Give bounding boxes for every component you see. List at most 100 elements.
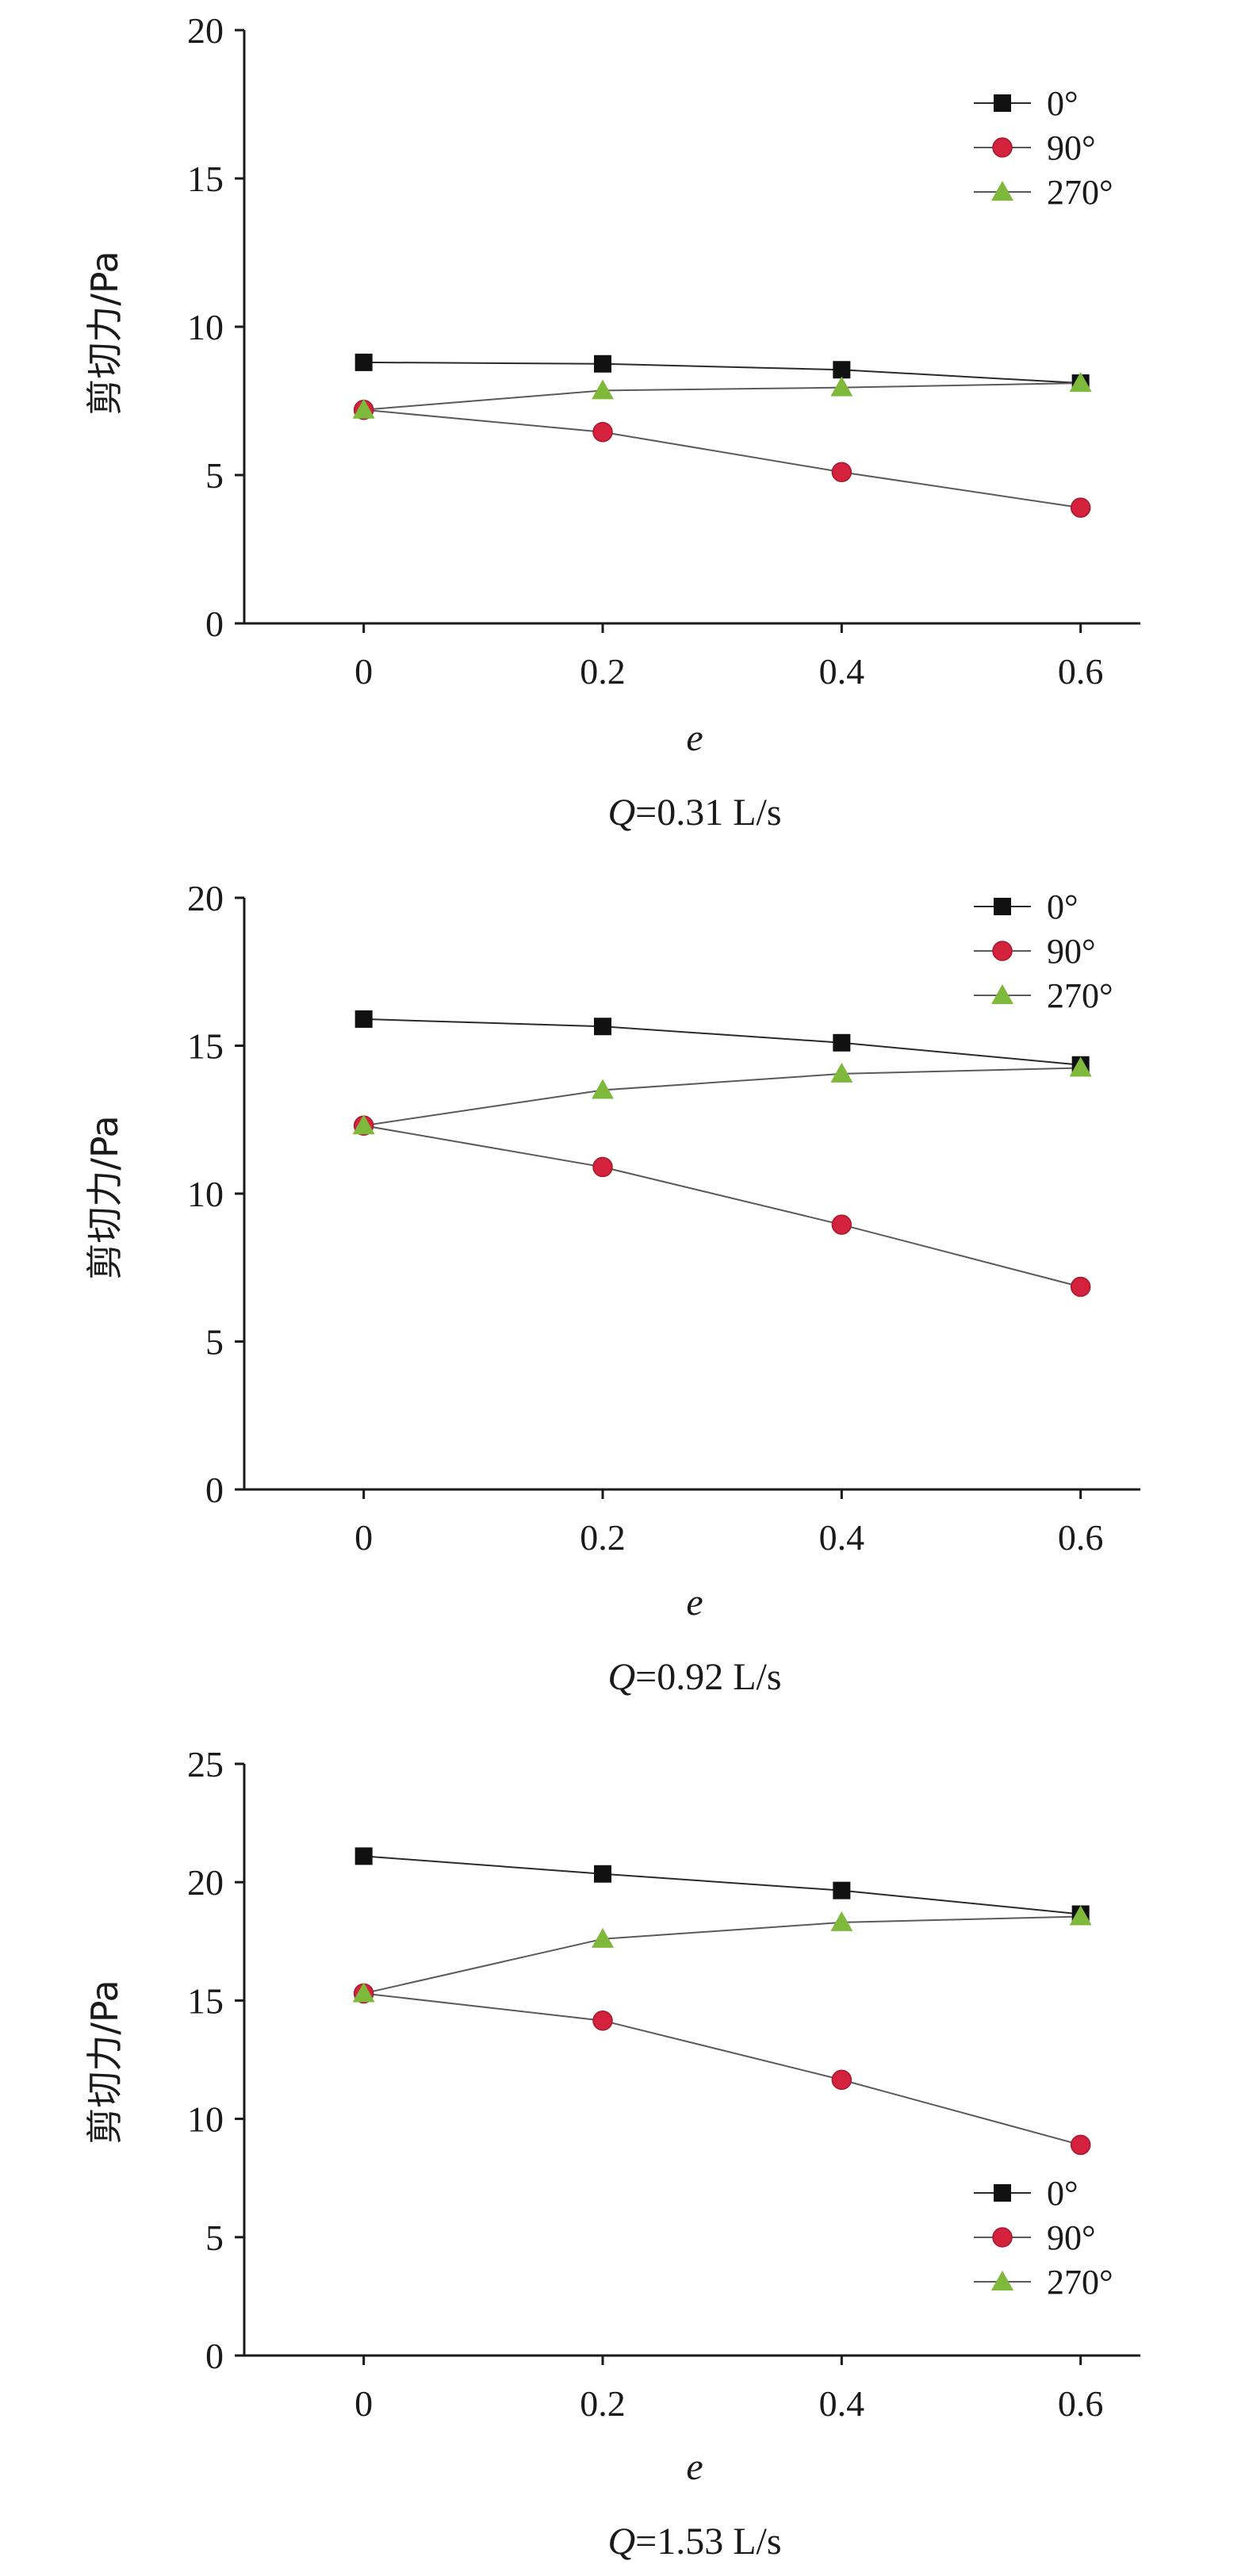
series-line-1: [363, 408, 1081, 509]
legend-label: 0°: [1047, 887, 1079, 926]
y-axis-title: 剪切力/Pa: [83, 1980, 126, 2144]
legend-marker-triangle: [991, 984, 1013, 1004]
legend-marker-square: [994, 2184, 1011, 2202]
legend-label: 0°: [1047, 2174, 1079, 2213]
data-point-square: [594, 1865, 611, 1883]
legend-label: 90°: [1047, 2218, 1096, 2257]
x-axis-title: e: [686, 1581, 703, 1623]
y-tick-label: 0: [205, 1470, 224, 1510]
data-point-circle: [1070, 2134, 1091, 2156]
y-axis-title: 剪切力/Pa: [83, 251, 126, 415]
data-point-triangle: [1069, 372, 1092, 393]
x-tick-label: 0.2: [580, 1517, 626, 1558]
data-point-triangle: [830, 376, 853, 397]
y-tick-label: 5: [205, 2218, 224, 2258]
legend: 0° 90° 270°: [974, 2174, 1113, 2302]
y-tick-label: 0: [205, 604, 224, 644]
caption-text: =0.31 L/s: [635, 792, 781, 834]
caption-symbol: Q: [607, 792, 635, 834]
legend-label: 270°: [1047, 2263, 1113, 2302]
series-line-1: [363, 1992, 1081, 2146]
x-tick-label: 0: [354, 2383, 373, 2424]
data-point-triangle: [592, 1079, 614, 1099]
chart-panel-2: 0 5 10 15 20 0 0.2 0.4 0.6 剪切力/Pa e Q=0.92 L/s 0° 90°…: [83, 878, 1140, 1698]
data-point-circle: [831, 462, 852, 483]
y-tick-label: 15: [187, 1980, 224, 2021]
y-tick-label: 20: [187, 1862, 224, 1903]
legend: 0° 90° 270°: [974, 84, 1113, 212]
legend-label: 0°: [1047, 84, 1079, 123]
data-point-square: [354, 1010, 373, 1028]
y-tick-label: 10: [187, 1174, 224, 1214]
x-tick-label: 0.4: [819, 1517, 865, 1558]
data-point-circle: [592, 2011, 613, 2031]
data-point-triangle: [592, 379, 614, 400]
y-tick-label: 5: [205, 1322, 224, 1363]
series-line-0: [363, 361, 1081, 385]
caption-symbol: Q: [607, 1656, 635, 1698]
y-tick-label: 20: [187, 10, 224, 51]
legend-marker-circle: [992, 941, 1013, 961]
x-tick-label: 0.6: [1058, 651, 1104, 692]
x-tick-label: 0.2: [580, 651, 626, 692]
x-tick-label: 0.4: [819, 2383, 865, 2424]
y-tick-label: 15: [187, 1026, 224, 1067]
data-point-circle: [831, 1214, 852, 1235]
legend-marker-triangle: [991, 2271, 1013, 2290]
data-point-circle: [1070, 497, 1091, 518]
series-line-2: [363, 1915, 1081, 1995]
y-tick-label: 10: [187, 307, 224, 347]
data-point-triangle: [830, 1911, 853, 1931]
data-point-circle: [592, 422, 613, 443]
legend-marker-circle: [992, 137, 1013, 158]
x-tick-label: 0.4: [819, 651, 865, 692]
data-point-square: [594, 355, 611, 373]
legend-label: 270°: [1047, 173, 1113, 212]
y-axis-title: 剪切力/Pa: [83, 1115, 126, 1279]
series-line-2: [363, 382, 1081, 411]
y-tick-label: 5: [205, 455, 224, 496]
legend-marker-square: [994, 94, 1011, 112]
x-tick-label: 0.6: [1058, 1517, 1104, 1558]
y-tick-label: 25: [187, 1744, 224, 1784]
y-tick-label: 0: [205, 2336, 224, 2376]
legend-marker-circle: [992, 2227, 1013, 2248]
y-tick-label: 20: [187, 878, 224, 918]
data-point-square: [354, 1847, 373, 1865]
legend-marker-square: [994, 898, 1011, 915]
legend: 0° 90° 270°: [974, 887, 1113, 1015]
x-tick-label: 0.2: [580, 2383, 626, 2424]
caption-text: =1.53 L/s: [635, 2520, 781, 2563]
legend-label: 90°: [1047, 128, 1096, 167]
data-point-square: [833, 1033, 851, 1052]
series-line-2: [363, 1067, 1081, 1127]
chart-panel-1: 0 5 10 15 20 0 0.2 0.4 0.6 剪切力/Pa e Q=0.31 L/s 0° 90°…: [83, 10, 1140, 834]
data-point-circle: [831, 2069, 852, 2091]
data-point-triangle: [352, 1114, 375, 1135]
data-point-circle: [1070, 1276, 1091, 1298]
x-tick-label: 0: [354, 1517, 373, 1558]
y-tick-label: 10: [187, 2099, 224, 2140]
panel-caption: Q=0.31 L/s: [607, 792, 781, 834]
data-point-triangle: [830, 1062, 853, 1083]
data-point-triangle: [352, 398, 375, 419]
data-point-square: [833, 361, 851, 379]
panel-caption: Q=0.92 L/s: [607, 1656, 781, 1698]
series-line-0: [363, 1018, 1081, 1066]
caption-symbol: Q: [607, 2520, 635, 2563]
legend-label: 90°: [1047, 932, 1096, 971]
data-point-triangle: [1069, 1056, 1092, 1077]
chart-panel-3: 0 5 10 15 20 25 0 0.2 0.4 0.6 剪切力/Pa e Q=1.53 L/s 0° 9…: [83, 1744, 1140, 2563]
data-point-triangle: [1069, 1905, 1092, 1926]
x-axis-title: e: [686, 717, 703, 759]
series-line-0: [363, 1855, 1081, 1915]
x-axis-title: e: [686, 2446, 703, 2488]
data-point-square: [354, 353, 373, 371]
data-point-triangle: [352, 1982, 375, 2003]
series-line-1: [363, 1125, 1081, 1288]
x-tick-label: 0.6: [1058, 2383, 1104, 2424]
legend-marker-triangle: [991, 181, 1013, 201]
legend-label: 270°: [1047, 976, 1113, 1015]
panel-caption: Q=1.53 L/s: [607, 2520, 781, 2563]
